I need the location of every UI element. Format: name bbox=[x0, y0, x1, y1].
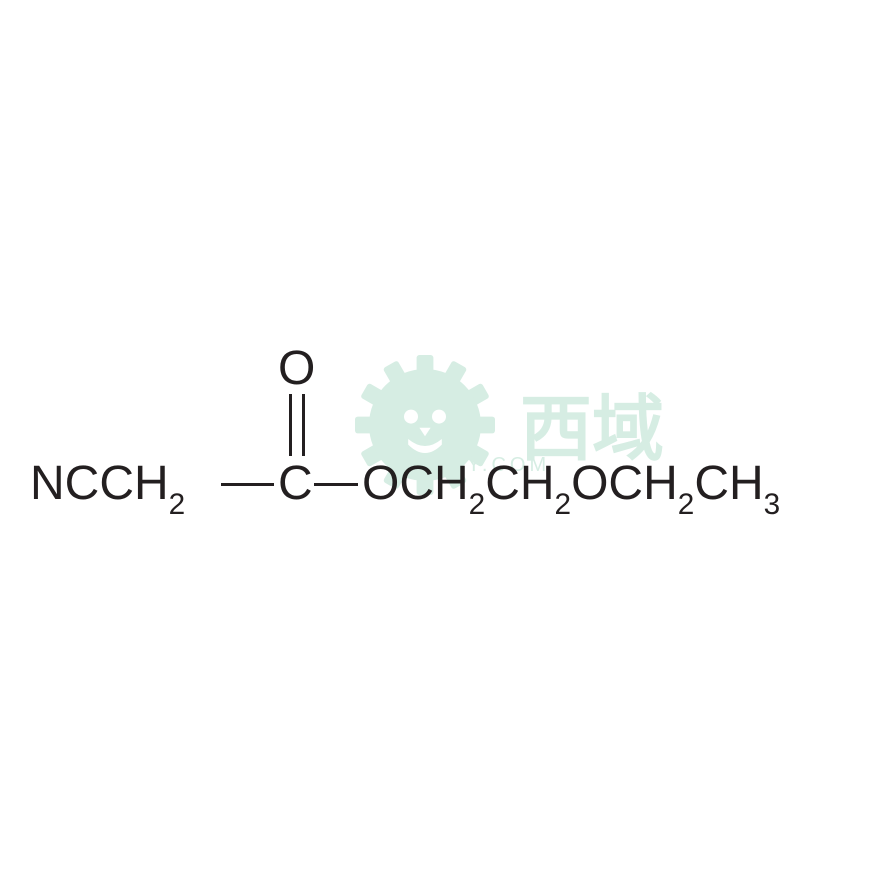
bond-c-to-right bbox=[314, 483, 358, 486]
bond-left-to-c bbox=[221, 483, 274, 486]
bond-c-o-double-2 bbox=[302, 394, 305, 456]
atom-carbonyl-c: C bbox=[278, 460, 313, 508]
atom-right-group: OCH2CH2OCH2CH3 bbox=[362, 460, 780, 515]
diagram-canvas: { "structure_type": "chemical-structure-… bbox=[0, 0, 890, 890]
atom-left-group: NCCH2 bbox=[30, 460, 185, 515]
atom-carbonyl-o: O bbox=[278, 345, 315, 393]
bond-c-o-double-1 bbox=[289, 394, 292, 456]
